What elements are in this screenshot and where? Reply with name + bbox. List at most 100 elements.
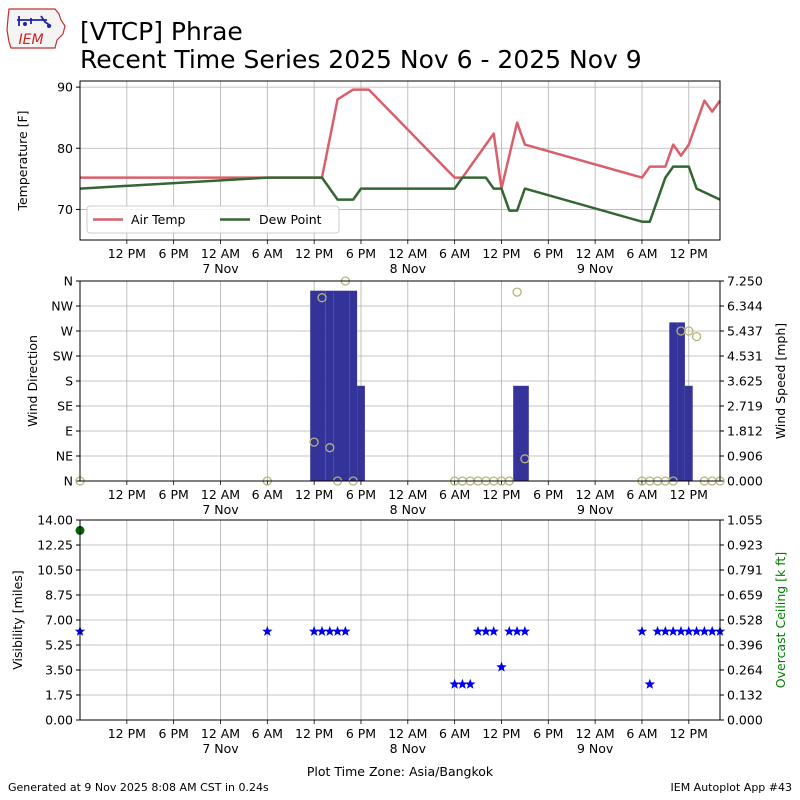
visibility-point: [504, 625, 515, 636]
x-tick-label: 12 AM: [576, 726, 615, 741]
ceiling-tick-label: 0.659: [727, 588, 763, 603]
visibility-point: [652, 625, 663, 636]
x-tick-label: 6 AM: [439, 487, 470, 502]
wind-speed-tick-label: 5.437: [727, 324, 763, 339]
x-tick-label: 12 AM: [201, 726, 240, 741]
wind-direction-point: [325, 443, 335, 453]
y-tick-label: 70: [57, 202, 73, 217]
x-tick-label: 6 PM: [533, 487, 563, 502]
ceiling-tick-label: 0.132: [727, 688, 763, 703]
ceiling-tick-label: 0.396: [727, 638, 763, 653]
visibility-point: [496, 661, 507, 672]
wind-speed-bar: [684, 385, 693, 481]
wind-speed-bar: [333, 290, 342, 481]
visibility-point: [644, 678, 655, 689]
legend-box: [86, 205, 340, 234]
visibility-point: [488, 625, 499, 636]
logo-text: IEM: [18, 32, 43, 48]
x-tick-label: 12 PM: [482, 726, 520, 741]
x-date-label: 7 Nov: [202, 502, 239, 517]
ceiling-tick-label: 1.055: [727, 513, 763, 528]
visibility-point: [519, 625, 531, 636]
x-tick-label: 6 AM: [252, 246, 283, 261]
visibility-point: [332, 625, 343, 636]
visibility-point: [340, 625, 351, 636]
x-tick-label: 12 PM: [295, 487, 333, 502]
legend-dew-point-label: Dew Point: [259, 212, 322, 227]
x-tick-label: 6 PM: [533, 726, 563, 741]
wind-speed-bar: [349, 290, 358, 481]
wind-speed-tick-label: 0.000: [727, 474, 763, 489]
visibility-tick-label: 3.50: [45, 663, 73, 678]
x-tick-label: 12 PM: [482, 246, 520, 261]
visibility-point: [465, 678, 476, 689]
wind-speed-bar: [677, 322, 685, 481]
visibility-point: [699, 625, 710, 636]
wind-speed-bar: [310, 290, 318, 481]
x-tick-label: 12 AM: [576, 487, 615, 502]
legend-air-temp-label: Air Temp: [131, 212, 186, 227]
visibility-point: [308, 625, 320, 636]
wind-direction-tick-label: SW: [53, 349, 73, 364]
x-tick-label: 12 PM: [108, 726, 146, 741]
visibility-tick-label: 0.00: [45, 713, 73, 728]
wind-direction-point: [520, 454, 530, 464]
wind-speed-tick-label: 3.625: [727, 374, 763, 389]
wind-speed-bar: [318, 290, 326, 481]
wind-speed-tick-label: 1.812: [727, 424, 763, 439]
wind-direction-tick-label: E: [65, 424, 73, 439]
visibility-point: [324, 625, 335, 636]
x-tick-label: 6 AM: [626, 726, 657, 741]
visibility-point: [707, 625, 718, 636]
page-title: [VTCP] Phrae: [80, 17, 243, 46]
x-tick-label: 6 AM: [252, 487, 283, 502]
visibility-point: [511, 625, 523, 636]
x-date-label: 9 Nov: [577, 741, 614, 756]
wind-direction-point: [684, 326, 694, 336]
x-tick-label: 12 PM: [108, 487, 146, 502]
plot-frame: [79, 280, 721, 482]
wind-speed-bar: [341, 290, 350, 481]
chart-header: IEM [VTCP] Phrae Recent Time Series 2025…: [0, 0, 800, 80]
x-tick-label: 6 PM: [346, 246, 376, 261]
x-tick-label: 12 AM: [388, 246, 427, 261]
visibility-axis-label: Visibility [miles]: [10, 570, 25, 669]
visibility-tick-label: 8.75: [45, 588, 73, 603]
wind-speed-tick-label: 4.531: [727, 349, 763, 364]
visibility-point: [675, 625, 687, 636]
x-tick-label: 6 PM: [159, 726, 189, 741]
wind-direction-point: [317, 293, 327, 303]
plot-frame: [79, 519, 721, 721]
x-tick-label: 12 PM: [295, 726, 333, 741]
generated-footer: Generated at 9 Nov 2025 8:08 AM CST in 0…: [8, 781, 269, 794]
visibility-point: [457, 678, 468, 689]
wind-direction-tick-label: N: [64, 274, 73, 289]
app-footer: IEM Autoplot App #43: [670, 781, 793, 794]
visibility-point: [262, 625, 273, 636]
iem-logo: IEM: [5, 6, 67, 52]
page-subtitle: Recent Time Series 2025 Nov 6 - 2025 Nov…: [80, 45, 642, 74]
x-date-label: 8 Nov: [390, 261, 427, 276]
wind-direction-point: [309, 437, 319, 447]
visibility-point: [660, 625, 671, 636]
x-date-label: 8 Nov: [390, 502, 427, 517]
wind-speed-tick-label: 2.719: [727, 399, 763, 414]
x-tick-label: 6 AM: [439, 246, 470, 261]
visibility-point: [316, 625, 328, 636]
visibility-point: [472, 625, 484, 636]
wind-speed-tick-label: 6.344: [727, 299, 763, 314]
visibility-point: [691, 625, 702, 636]
visibility-point: [480, 625, 492, 636]
visibility-tick-label: 5.25: [45, 638, 73, 653]
wind-direction-axis-label: Wind Direction: [25, 335, 40, 427]
temperature-axis-label: Temperature [F]: [15, 110, 30, 211]
ceiling-tick-label: 0.528: [727, 613, 763, 628]
visibility-point: [636, 625, 648, 636]
dew-point-line: [79, 165, 721, 223]
wind-direction-tick-label: S: [65, 374, 73, 389]
ceiling-tick-label: 0.264: [727, 663, 763, 678]
visibility-tick-label: 12.25: [37, 538, 73, 553]
wind-speed-axis-label: Wind Speed [mph]: [773, 323, 788, 439]
visibility-point: [667, 625, 679, 636]
